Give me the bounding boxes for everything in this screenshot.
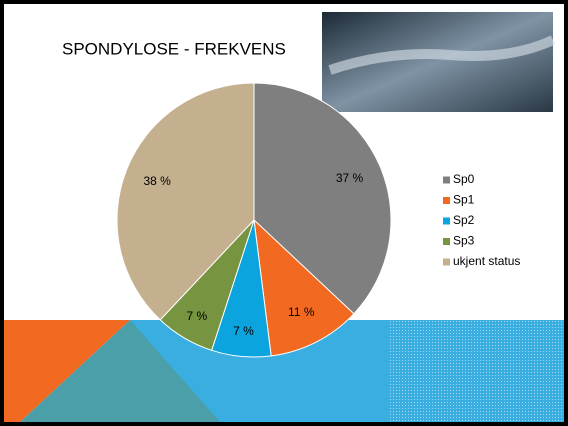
teal-shape: [20, 320, 220, 422]
legend-swatch: [443, 258, 450, 266]
legend-label: Sp0: [453, 172, 475, 186]
legend-swatch: [443, 176, 450, 184]
pie-slice: [253, 218, 355, 357]
pie-slice: [253, 82, 392, 315]
chart-title: SPONDYLOSE - FREKVENS: [62, 39, 286, 58]
orange-shape: [4, 320, 130, 422]
dotted-band: [390, 320, 564, 422]
legend-swatch: [443, 197, 450, 204]
data-label: 11 %: [288, 305, 315, 319]
legend-label: ukjent status: [453, 254, 520, 268]
legend-swatch: [443, 238, 450, 245]
xray-spine: [328, 35, 556, 75]
pie: 37 % 11 % 7 % 7 % 38 %: [116, 82, 392, 358]
data-label: 7 %: [233, 324, 254, 338]
legend-swatch: [443, 217, 450, 225]
legend-label: Sp3: [453, 234, 475, 248]
data-label: 37 %: [336, 171, 364, 185]
pie-slice: [116, 82, 255, 321]
legend: Sp0 Sp1 Sp2 Sp3 ukjent status: [443, 172, 520, 268]
data-label: 7 %: [186, 309, 207, 323]
data-label: 38 %: [144, 174, 172, 188]
legend-label: Sp1: [453, 193, 475, 207]
legend-label: Sp2: [453, 213, 475, 227]
